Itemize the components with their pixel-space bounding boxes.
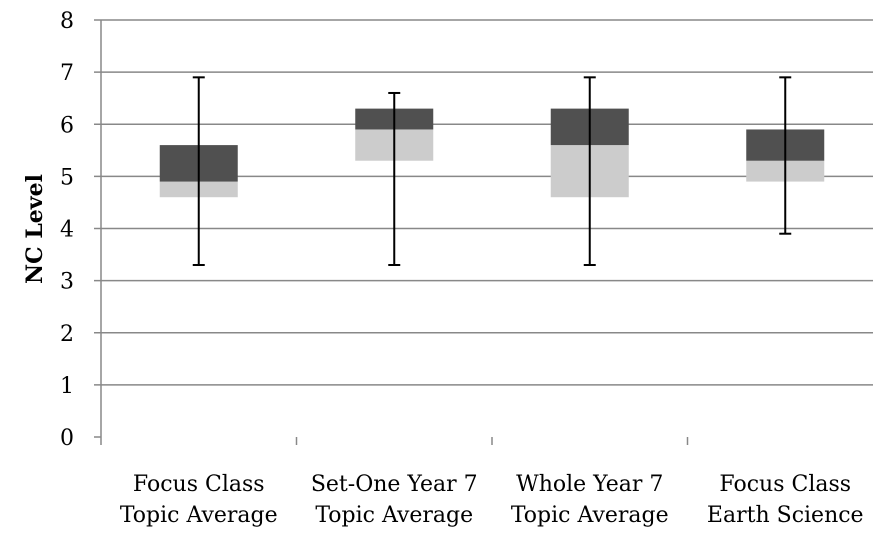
box-layer [159,76,825,266]
axis-layer [94,19,689,445]
y-tick-label: 8 [60,9,74,34]
y-tick-label: 2 [60,322,74,347]
y-tick-label: 7 [60,61,74,86]
x-category-label: Focus Class [133,472,265,497]
y-tick-label: 5 [60,165,74,190]
y-axis-title: NC Level [22,174,48,284]
y-tick-label: 0 [60,426,74,451]
grid-layer [101,19,873,386]
x-category-label: Earth Science [707,503,864,528]
x-category-label: Focus Class [719,472,851,497]
x-category-label: Topic Average [315,503,473,528]
y-tick-label: 3 [60,270,74,295]
x-category-label: Set-One Year 7 [311,472,478,497]
y-tick-label: 4 [60,218,74,243]
label-layer: 0 1 2 3 4 5 6 7 8 Focus Class Topic Average Set-One… [60,9,864,528]
y-tick-label: 6 [60,113,74,138]
x-category-label: Topic Average [120,503,278,528]
x-category-label: Topic Average [511,503,669,528]
y-tick-label: 1 [60,374,74,399]
x-category-label: Whole Year 7 [516,472,663,497]
